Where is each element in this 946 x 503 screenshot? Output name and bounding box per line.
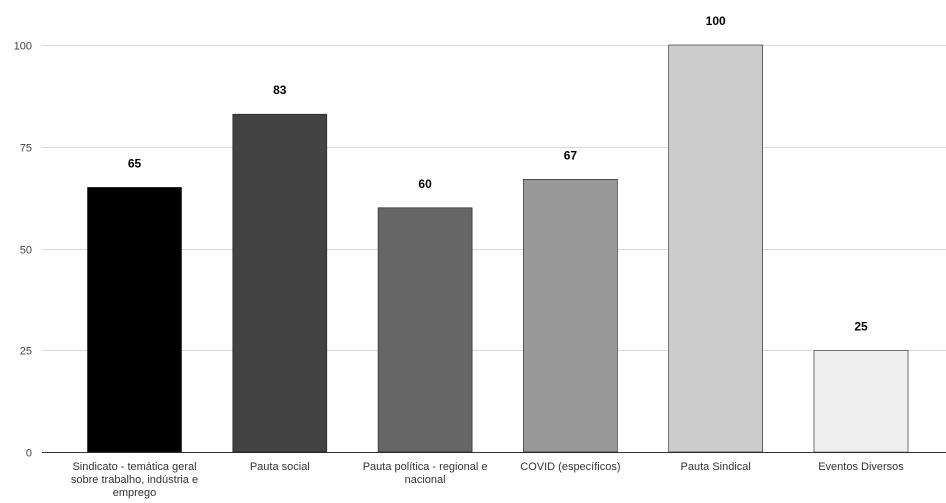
x-tick-label: Pauta Sindical [681, 461, 751, 473]
y-tick-label: 75 [20, 143, 32, 155]
data-label: 83 [273, 83, 287, 97]
data-label: 67 [564, 148, 578, 162]
x-tick-label: Eventos Diversos [818, 461, 904, 473]
data-labels-layer: 65 83 60 67 100 25 [128, 14, 868, 333]
x-tick-label-line: Pauta Sindical [681, 461, 751, 473]
y-tick-label: 25 [20, 346, 32, 358]
x-tick-label: COVID (específicos) [520, 461, 620, 473]
y-axis: 0 25 50 75 100 [14, 41, 32, 460]
data-label: 100 [706, 14, 726, 28]
y-tick-label: 0 [26, 448, 32, 460]
bar [813, 349, 909, 453]
bar [87, 187, 182, 453]
x-axis: Sindicato - temática geral sobre trabalho… [71, 461, 904, 499]
x-tick-label-line: nacional [405, 474, 446, 486]
bar [377, 207, 473, 453]
y-tick-label: 100 [14, 41, 32, 53]
x-tick-label-line: Sindicato - temática geral [72, 461, 196, 473]
x-tick-label: Pauta social [250, 461, 310, 473]
data-label: 65 [128, 156, 142, 170]
x-tick-label: Pauta política - regional e nacional [363, 461, 488, 486]
x-tick-label-line: COVID (específicos) [520, 461, 620, 473]
x-tick-label-line: Eventos Diversos [818, 461, 904, 473]
x-tick-label-line: emprego [113, 487, 156, 499]
grid-layer [42, 45, 946, 453]
bar [668, 44, 764, 453]
bars-layer [87, 44, 909, 453]
x-tick-label: Sindicato - temática geral sobre trabalho… [71, 461, 198, 499]
bar [523, 179, 618, 453]
x-tick-label-line: Pauta política - regional e [363, 461, 488, 473]
x-tick-label-line: sobre trabalho, indústria e [71, 474, 198, 486]
bar [232, 113, 328, 453]
y-tick-label: 50 [20, 245, 32, 257]
data-label: 60 [418, 177, 432, 191]
data-label: 25 [854, 319, 868, 333]
x-tick-label-line: Pauta social [250, 461, 310, 473]
